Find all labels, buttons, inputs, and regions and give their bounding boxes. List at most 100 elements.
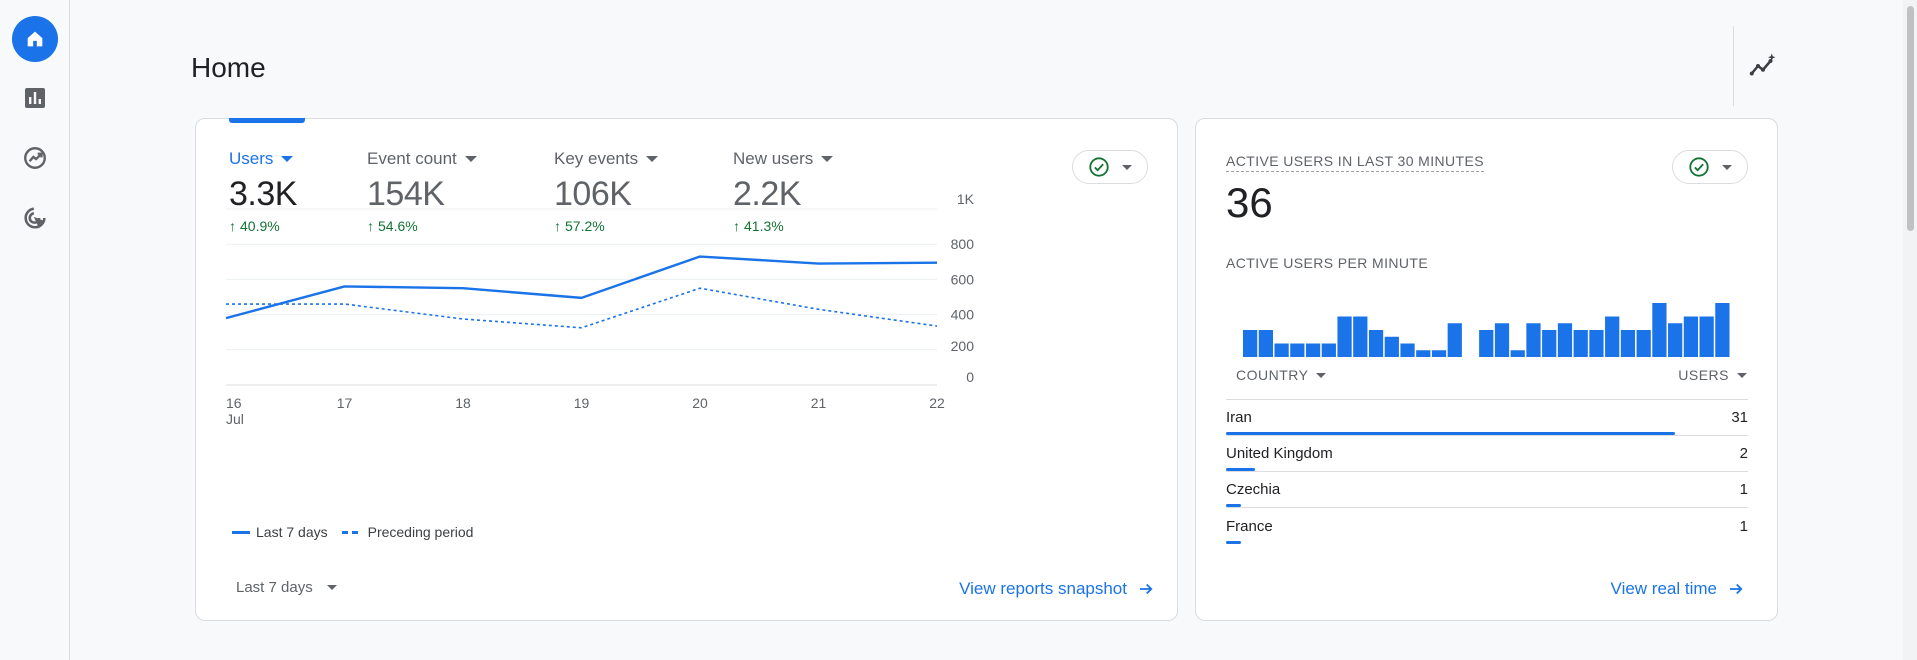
country-column-header[interactable]: COUNTRY bbox=[1236, 367, 1327, 383]
metric-tab-key-events[interactable]: Key events 106K ↑ 57.2% bbox=[554, 149, 659, 234]
table-row[interactable]: France 1 bbox=[1226, 509, 1748, 545]
metric-tab-users[interactable]: Users 3.3K ↑ 40.9% bbox=[229, 149, 297, 234]
view-reports-snapshot-link[interactable]: View reports snapshot bbox=[959, 579, 1155, 599]
user-count: 2 bbox=[1739, 445, 1748, 462]
arrow-up-icon: ↑ bbox=[733, 218, 740, 234]
share-bar bbox=[1226, 432, 1675, 435]
minute-bar bbox=[1620, 330, 1636, 357]
y-tick-label: 800 bbox=[951, 236, 975, 252]
x-tick-label: 21 bbox=[811, 395, 827, 411]
page-title: Home bbox=[191, 52, 266, 83]
row-divider bbox=[1226, 471, 1748, 472]
minute-bar bbox=[1416, 350, 1431, 357]
series-line-last-7-days bbox=[225, 255, 938, 320]
share-bar bbox=[1226, 541, 1241, 544]
x-tick-label: 18 bbox=[455, 395, 471, 411]
arrow-right-icon bbox=[1730, 583, 1743, 595]
selected-metric-indicator bbox=[229, 118, 305, 123]
nav-explore-button[interactable] bbox=[12, 135, 58, 181]
minute-bar bbox=[1258, 330, 1273, 357]
date-range-label: Last 7 days bbox=[236, 579, 313, 596]
user-count: 31 bbox=[1731, 409, 1748, 426]
minute-bar bbox=[1290, 343, 1305, 357]
arrow-up-icon: ↑ bbox=[367, 218, 374, 234]
x-tick-label: 17 bbox=[337, 395, 353, 411]
metric-change: 41.3% bbox=[744, 218, 784, 234]
minute-bar bbox=[1384, 336, 1399, 357]
x-tick-label: 19 bbox=[574, 395, 590, 411]
series-line-preceding-period bbox=[226, 287, 938, 329]
users-column-header[interactable]: USERS bbox=[1678, 367, 1747, 383]
minute-bar bbox=[1431, 350, 1447, 357]
share-bar bbox=[1226, 504, 1241, 507]
data-quality-dropdown[interactable] bbox=[1072, 150, 1148, 184]
check-circle-icon bbox=[1089, 157, 1109, 177]
country-name: Czechia bbox=[1226, 481, 1281, 498]
y-tick-label: 400 bbox=[951, 307, 975, 323]
insights-button[interactable] bbox=[1745, 48, 1781, 84]
bar-chart-icon bbox=[25, 88, 45, 108]
nav-advertising-button[interactable] bbox=[12, 195, 58, 241]
column-label: USERS bbox=[1678, 367, 1729, 383]
navigation-rail bbox=[0, 0, 70, 660]
legend-previous-label: Preceding period bbox=[367, 524, 474, 540]
minute-bar bbox=[1368, 330, 1384, 357]
minute-bar bbox=[1510, 350, 1525, 357]
minute-bar bbox=[1668, 323, 1683, 357]
table-row[interactable]: United Kingdom 2 bbox=[1226, 436, 1748, 472]
row-divider bbox=[1226, 435, 1748, 436]
minute-bar bbox=[1557, 323, 1573, 357]
share-bar bbox=[1226, 468, 1255, 471]
minute-bar bbox=[1589, 330, 1604, 357]
metric-tab-event-count[interactable]: Event count 154K ↑ 54.6% bbox=[367, 149, 477, 234]
chart-legend: Last 7 days Preceding period bbox=[232, 524, 473, 540]
realtime-card: ACTIVE USERS IN LAST 30 MINUTES 36 ACTIV… bbox=[1195, 118, 1778, 621]
caret-down-icon bbox=[326, 585, 337, 590]
caret-down-icon bbox=[646, 156, 659, 162]
explore-icon bbox=[24, 147, 46, 169]
row-divider bbox=[1226, 507, 1748, 508]
column-label: COUNTRY bbox=[1236, 367, 1309, 383]
table-row[interactable]: Czechia 1 bbox=[1226, 472, 1748, 508]
link-label: View reports snapshot bbox=[959, 579, 1127, 598]
arrow-up-icon: ↑ bbox=[554, 218, 561, 234]
arrow-up-icon: ↑ bbox=[229, 218, 236, 234]
nav-home-button[interactable] bbox=[12, 16, 58, 62]
minute-bar bbox=[1652, 303, 1667, 357]
metric-value: 3.3K bbox=[229, 175, 297, 213]
caret-down-icon bbox=[281, 156, 294, 162]
home-icon bbox=[27, 31, 43, 47]
view-real-time-link[interactable]: View real time bbox=[1611, 579, 1745, 599]
nav-reports-button[interactable] bbox=[12, 75, 58, 121]
caret-down-icon bbox=[1737, 372, 1747, 378]
scrollbar-thumb[interactable] bbox=[1907, 6, 1914, 231]
caret-down-icon bbox=[464, 156, 477, 162]
realtime-title: ACTIVE USERS IN LAST 30 MINUTES bbox=[1226, 153, 1484, 172]
minute-bar bbox=[1479, 330, 1494, 357]
caret-down-icon bbox=[1316, 372, 1327, 378]
realtime-count: 36 bbox=[1226, 179, 1273, 226]
minute-bar bbox=[1274, 343, 1289, 357]
metric-value: 106K bbox=[554, 175, 632, 213]
table-row[interactable]: Iran 31 bbox=[1226, 400, 1748, 436]
per-minute-label: ACTIVE USERS PER MINUTE bbox=[1226, 255, 1429, 271]
check-circle-icon bbox=[1689, 157, 1709, 177]
metric-change: 54.6% bbox=[378, 218, 418, 234]
legend-dashed-swatch bbox=[341, 530, 362, 534]
x-tick-sublabel: Jul bbox=[226, 411, 244, 427]
minute-bar bbox=[1605, 316, 1620, 357]
metric-label: Users bbox=[229, 149, 274, 168]
overview-card: Users 3.3K ↑ 40.9% Event count 154K ↑ 54.6… bbox=[195, 118, 1178, 621]
metric-tab-new-users[interactable]: New users 2.2K ↑ 41.3% bbox=[733, 149, 834, 234]
x-tick-label: 22 bbox=[929, 395, 945, 411]
date-range-dropdown[interactable]: Last 7 days bbox=[236, 579, 337, 596]
realtime-data-quality-dropdown[interactable] bbox=[1672, 150, 1748, 184]
minute-bar bbox=[1400, 343, 1415, 357]
minute-bar bbox=[1353, 316, 1368, 357]
minute-bar bbox=[1447, 323, 1462, 357]
legend-current-label: Last 7 days bbox=[256, 524, 328, 540]
metric-change: 57.2% bbox=[565, 218, 605, 234]
page-scrollbar[interactable] bbox=[1903, 0, 1917, 660]
x-tick-label: 20 bbox=[692, 395, 708, 411]
user-count: 1 bbox=[1739, 518, 1748, 535]
